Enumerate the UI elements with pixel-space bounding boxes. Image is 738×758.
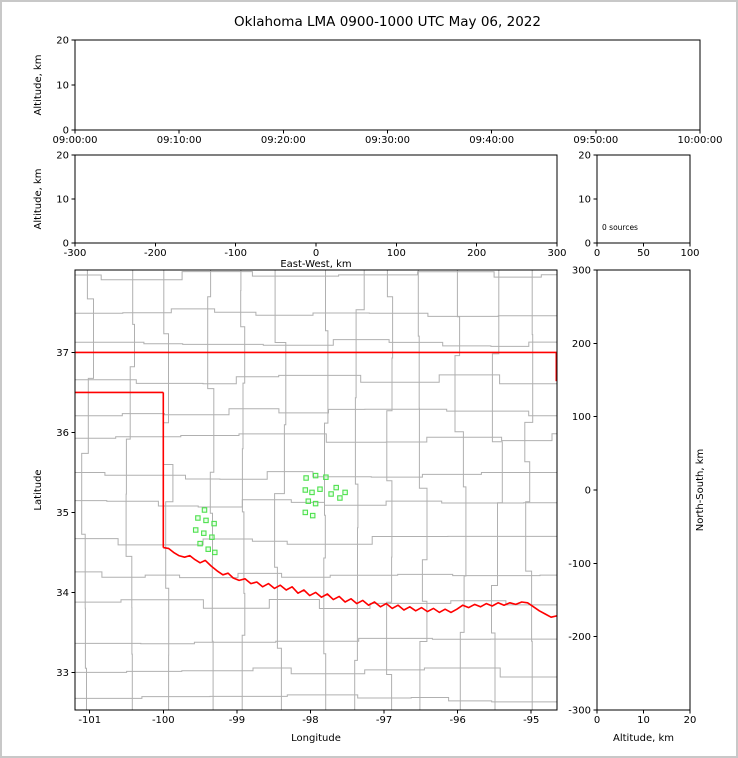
- x-tick-label: 09:50:00: [573, 135, 618, 146]
- source-point: [317, 486, 323, 492]
- county-boundaries: [75, 270, 557, 710]
- source-point: [203, 517, 209, 524]
- source-point: [323, 474, 329, 480]
- axes-frame: [74, 154, 558, 244]
- source-point: [302, 487, 309, 493]
- x-tick-label: -101: [78, 715, 101, 726]
- y-tick-label: 20: [578, 151, 591, 162]
- source-point: [328, 491, 334, 497]
- x-axis-label: East-West, km: [280, 259, 351, 270]
- x-tick-label: 100: [680, 248, 699, 259]
- y-tick-label: 20: [56, 151, 69, 162]
- y-axis-label: North-South, km: [695, 449, 706, 532]
- source-point: [303, 475, 309, 481]
- panel-ew-height: 0 10 20 -300 -200 -100 0 100 200 300 East-West, km…: [33, 151, 567, 271]
- oklahoma-state-border: [75, 351, 557, 619]
- map-content: [75, 270, 557, 710]
- source-point: [201, 507, 208, 513]
- y-tick-label: 100: [572, 412, 591, 423]
- x-tick-label: 300: [547, 248, 566, 259]
- panel-height-ns: -300 -200 -100 0 100 200 300 0 10 20 Altitude, km N…: [568, 266, 706, 745]
- x-tick-label: 200: [467, 248, 486, 259]
- source-point: [312, 472, 319, 479]
- source-point: [211, 520, 217, 527]
- x-tick-label: 10:00:00: [678, 135, 723, 146]
- axes-frame: [596, 269, 691, 711]
- source-point: [302, 509, 309, 516]
- axes-frame: [74, 39, 701, 131]
- y-tick-label: 0: [585, 239, 591, 250]
- y-tick-label: 0: [585, 486, 591, 497]
- x-tick-label: 09:40:00: [469, 135, 514, 146]
- source-point: [201, 530, 207, 536]
- panel-plan-view-map: 33 34 35 36 37 -101 -100 -99 -98 -97 -96 -95 Longitu…: [33, 269, 558, 744]
- x-tick-label: 09:20:00: [261, 135, 306, 146]
- y-tick-label: -200: [568, 632, 591, 643]
- y-tick-label: 34: [56, 588, 69, 599]
- source-point: [195, 515, 201, 521]
- x-tick-label: -98: [302, 715, 318, 726]
- y-tick-label: 0: [63, 126, 69, 137]
- x-tick-label: 0: [313, 248, 319, 259]
- x-tick-label: 50: [637, 248, 650, 259]
- axes-frame: [74, 269, 558, 711]
- source-point: [309, 489, 315, 496]
- panel-time-height: 0 10 20 09:00:00 09:10:00 09:20:00 09:30:00 09:…: [33, 36, 722, 147]
- x-tick-label: 09:00:00: [53, 135, 98, 146]
- y-tick-label: 10: [56, 81, 69, 92]
- x-tick-label: -100: [224, 248, 247, 259]
- sources-count-label: 0 sources: [602, 223, 638, 232]
- x-tick-label: 0: [594, 715, 600, 726]
- figure-title: Oklahoma LMA 0900-1000 UTC May 06, 2022: [234, 14, 541, 30]
- x-tick-label: 100: [387, 248, 406, 259]
- source-point: [312, 500, 319, 507]
- x-axis-label: Altitude, km: [613, 733, 674, 744]
- x-tick-label: -96: [449, 715, 465, 726]
- y-tick-label: 0: [63, 239, 69, 250]
- source-point: [197, 540, 203, 547]
- y-tick-label: 33: [56, 668, 69, 679]
- x-tick-label: -100: [152, 715, 175, 726]
- y-tick-label: 36: [56, 428, 69, 439]
- y-tick-label: 200: [572, 339, 591, 350]
- y-tick-label: 37: [56, 348, 69, 359]
- source-point: [209, 534, 215, 540]
- source-point: [212, 549, 218, 556]
- y-axis-label: Latitude: [33, 469, 44, 510]
- panel-source-histogram: 0 10 20 0 50 100 0 sources: [578, 151, 699, 260]
- source-point: [192, 527, 199, 533]
- x-tick-label: -300: [64, 248, 87, 259]
- x-tick-label: 09:10:00: [157, 135, 202, 146]
- y-axis-label: Altitude, km: [33, 169, 44, 230]
- x-tick-label: 0: [594, 248, 600, 259]
- source-point: [342, 489, 348, 496]
- y-tick-label: 10: [578, 195, 591, 206]
- x-tick-label: -95: [523, 715, 539, 726]
- x-tick-label: 20: [684, 715, 697, 726]
- x-tick-label: -97: [376, 715, 392, 726]
- source-point: [337, 495, 343, 501]
- y-tick-label: 10: [56, 195, 69, 206]
- x-axis-label: Longitude: [291, 733, 341, 744]
- x-tick-label: -200: [144, 248, 167, 259]
- y-tick-label: -300: [568, 706, 591, 717]
- x-tick-label: -99: [229, 715, 245, 726]
- x-tick-label: 09:30:00: [365, 135, 410, 146]
- y-tick-label: 20: [56, 36, 69, 47]
- source-point: [305, 498, 312, 504]
- y-tick-label: -100: [568, 559, 591, 570]
- y-tick-label: 300: [572, 266, 591, 277]
- lma-source-points: [192, 472, 348, 556]
- source-point: [333, 484, 339, 491]
- y-axis-label: Altitude, km: [33, 55, 44, 116]
- y-tick-label: 35: [56, 508, 69, 519]
- source-point: [309, 512, 316, 519]
- source-point: [205, 546, 211, 552]
- x-tick-label: 10: [637, 715, 650, 726]
